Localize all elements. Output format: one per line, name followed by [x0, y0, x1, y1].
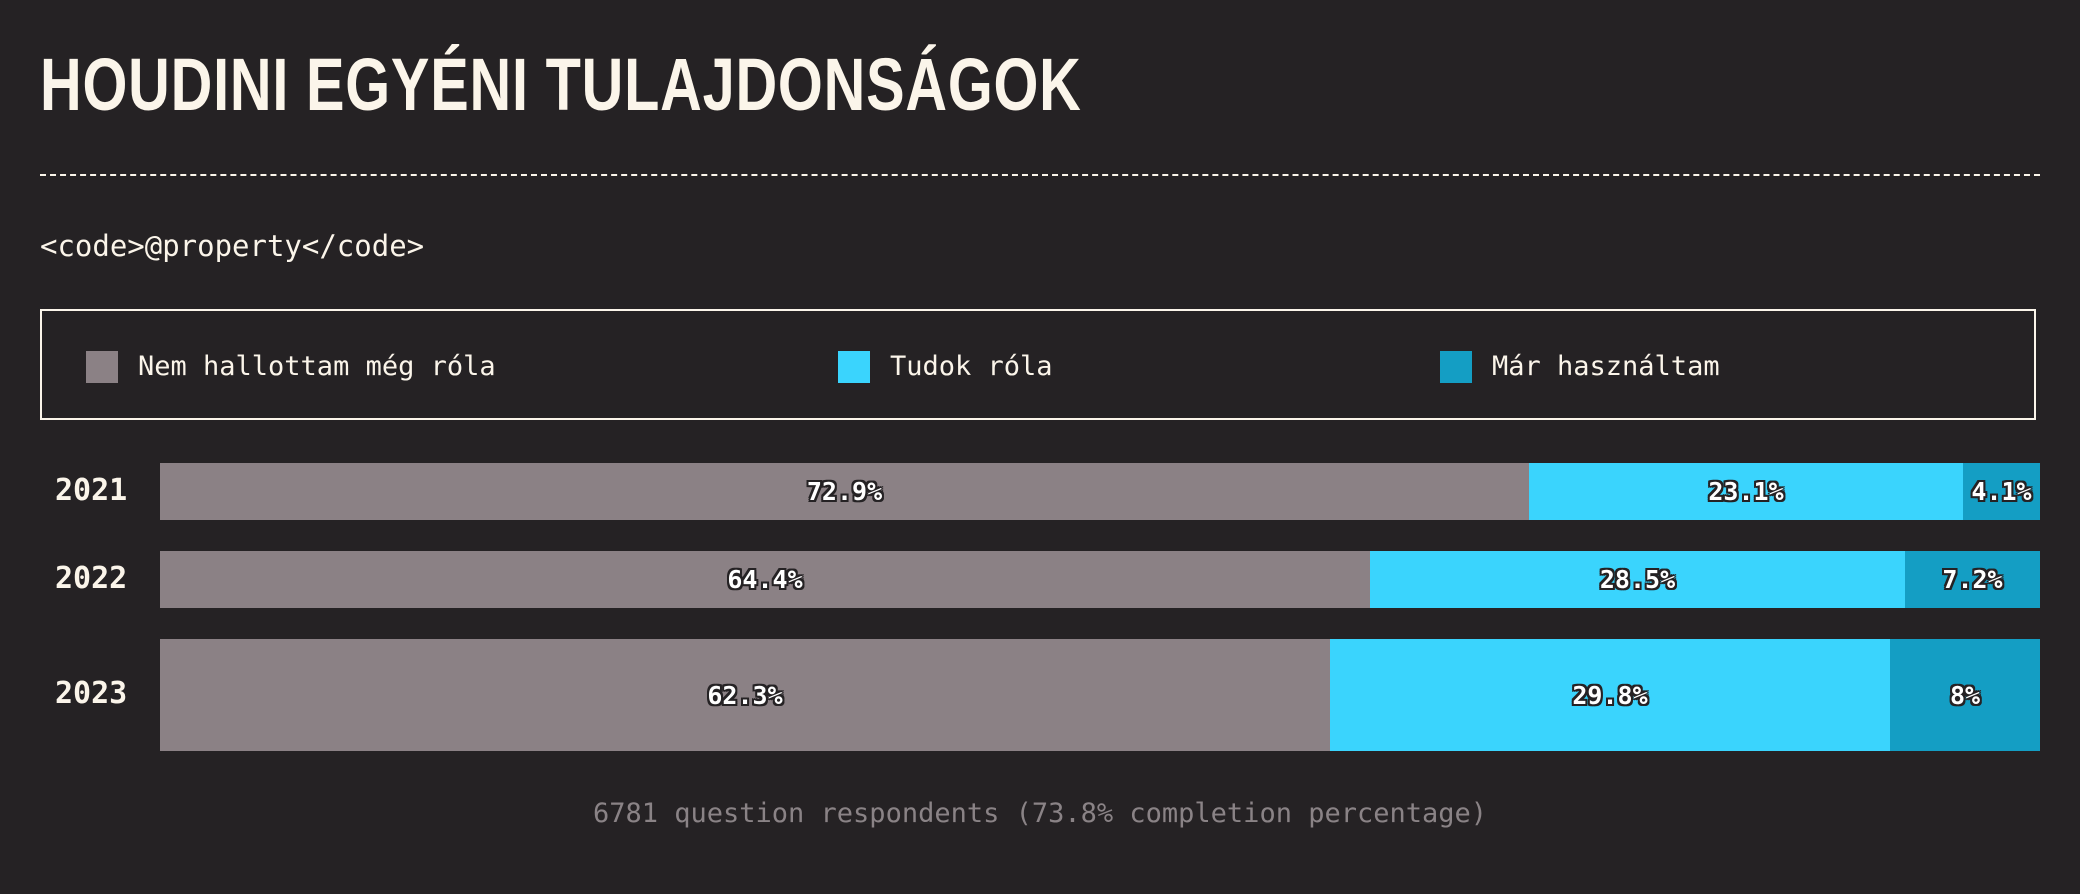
bar-segment-2021-s2[interactable]: 4.1%	[1963, 463, 2040, 520]
bar-value-label: 23.1%	[1708, 477, 1784, 506]
legend-item-never-heard[interactable]: Nem hallottam még róla	[86, 351, 496, 383]
row-label-2023: 2023	[55, 676, 128, 711]
chart-subtitle: <code>@property</code>	[40, 229, 425, 263]
respondents-footnote: 6781 question respondents (73.8% complet…	[592, 798, 1488, 829]
bar-value-label: 29.8%	[1572, 680, 1648, 710]
row-label-2021: 2021	[55, 472, 128, 508]
bar-segment-2023-s2[interactable]: 8%	[1890, 639, 2040, 751]
bar-segment-2022-s1[interactable]: 28.5%	[1370, 551, 1905, 608]
bar-value-label: 64.4%	[727, 565, 803, 594]
legend-label-used-it: Már használtam	[1492, 351, 1720, 382]
dashed-divider	[40, 174, 2040, 176]
legend-item-know-about[interactable]: Tudok róla	[838, 351, 1053, 383]
bar-value-label: 8%	[1949, 680, 1981, 710]
bar-row-2022: 64.4% 28.5% 7.2%	[160, 551, 2040, 608]
bar-value-label: 62.3%	[707, 680, 783, 710]
bar-value-label: 72.9%	[806, 477, 883, 506]
bar-segment-2023-s0[interactable]: 62.3%	[160, 639, 1330, 751]
legend-item-used-it[interactable]: Már használtam	[1440, 351, 1720, 383]
bar-value-label: 4.1%	[1971, 477, 2032, 506]
legend-swatch-know-about	[838, 351, 870, 383]
bar-segment-2021-s0[interactable]: 72.9%	[160, 463, 1529, 520]
legend-swatch-never-heard	[86, 351, 118, 383]
legend-label-never-heard: Nem hallottam még róla	[138, 351, 496, 382]
row-label-2022: 2022	[55, 560, 128, 596]
legend: Nem hallottam még róla Tudok róla Már ha…	[40, 309, 2036, 420]
bar-segment-2022-s2[interactable]: 7.2%	[1905, 551, 2040, 608]
bar-segment-2021-s1[interactable]: 23.1%	[1529, 463, 1963, 520]
bar-segment-2023-s1[interactable]: 29.8%	[1330, 639, 1890, 751]
bar-segment-2022-s0[interactable]: 64.4%	[160, 551, 1370, 608]
bar-value-label: 28.5%	[1599, 565, 1676, 594]
bar-row-2023: 62.3% 29.8% 8%	[160, 639, 2040, 751]
legend-swatch-used-it	[1440, 351, 1472, 383]
bar-row-2021: 72.9% 23.1% 4.1%	[160, 463, 2040, 520]
legend-label-know-about: Tudok róla	[890, 351, 1053, 382]
chart-title: HOUDINI EGYÉNI TULAJDONSÁGOK	[40, 43, 1082, 126]
bar-value-label: 7.2%	[1942, 565, 2003, 594]
